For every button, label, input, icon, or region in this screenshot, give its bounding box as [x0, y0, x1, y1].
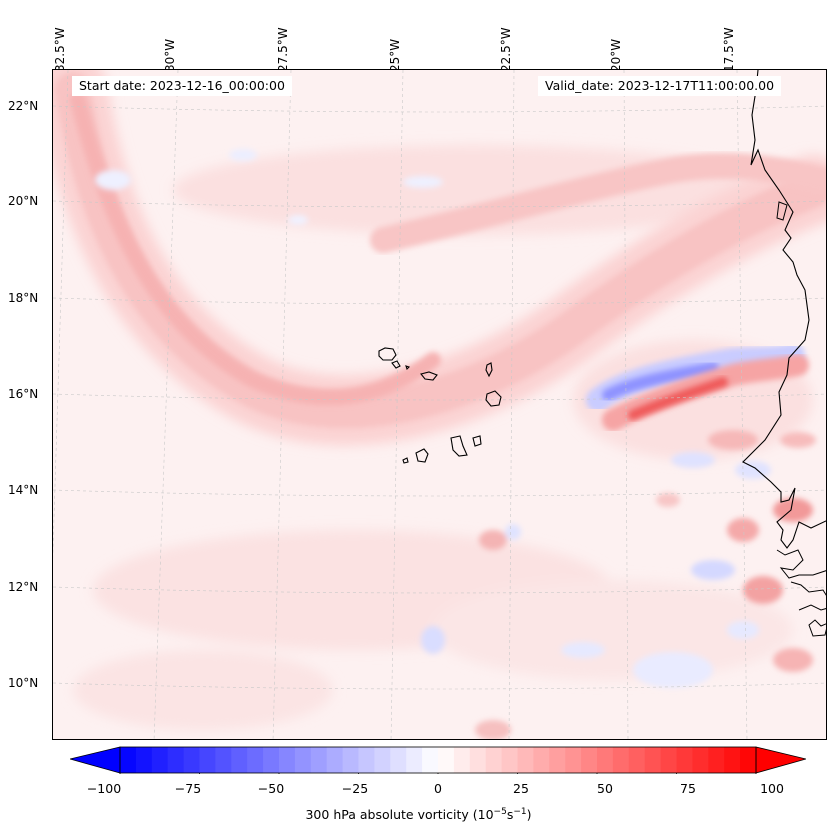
colorbar-cell: [263, 747, 280, 773]
colorbar-label-close: ): [526, 807, 532, 823]
colorbar-cell: [151, 747, 169, 773]
cape-verde-islands: [378, 347, 502, 464]
lat-label-20n: 20°N: [8, 194, 39, 208]
colorbar-tick-label: 25: [513, 781, 529, 796]
colorbar-cell: [692, 747, 709, 773]
colorbar-cell: [549, 747, 566, 773]
lon-label-32-5w: 32.5°W: [53, 27, 67, 72]
colorbar-cell: [326, 747, 344, 773]
colorbar-label-unit: s: [506, 807, 514, 823]
colorbar-cell: [644, 747, 662, 773]
colorbar-cell: [294, 747, 312, 773]
colorbar-cell: [597, 747, 614, 773]
colorbar-cell: [708, 747, 725, 773]
colorbar-cell: [438, 747, 455, 773]
colorbar-cell: [565, 747, 582, 773]
start-date-box: Start date: 2023-12-16_00:00:00: [72, 76, 292, 96]
valid-date-text: Valid_date: 2023-12-17T11:00:00.00: [545, 78, 775, 93]
colorbar-cell: [120, 747, 137, 773]
graticule: [53, 70, 826, 739]
colorbar-cell: [199, 747, 216, 773]
colorbar-label-main: 300 hPa absolute vorticity (10: [305, 807, 494, 823]
coastline-details: [776, 201, 826, 637]
colorbar-tick-label: −25: [341, 781, 369, 796]
colorbar-cell: [453, 747, 471, 773]
lon-label-17-5w: 17.5°W: [722, 27, 736, 72]
colorbar-cell: [215, 747, 232, 773]
small-features: [95, 149, 713, 739]
colorbar-tick-label: 50: [597, 781, 613, 796]
colorbar-cell: [183, 747, 201, 773]
colorbar-label: 300 hPa absolute vorticity (10−5s−1): [0, 807, 837, 822]
map-canvas: [53, 70, 826, 739]
colorbar-cell: [533, 747, 550, 773]
lat-label-22n: 22°N: [8, 99, 39, 113]
colorbar-tick-label: 0: [434, 781, 442, 796]
colorbar-cell: [517, 747, 534, 773]
colorbar-cell: [628, 747, 646, 773]
colorbar-cell: [231, 747, 248, 773]
lon-label-30w: 30°W: [163, 38, 177, 72]
colorbar-label-exp1: −5: [493, 807, 507, 817]
colorbar-tick-marks: [119, 773, 757, 774]
lat-label-18n: 18°N: [8, 291, 39, 305]
colorbar-extend-min: [70, 746, 121, 774]
colorbar-tick-label: −100: [86, 781, 122, 796]
colorbar-cell: [406, 747, 423, 773]
lat-label-14n: 14°N: [8, 483, 39, 497]
colorbar-cell: [342, 747, 360, 773]
lon-label-27-5w: 27.5°W: [276, 27, 290, 72]
colorbar-cell: [310, 747, 328, 773]
lon-label-25w: 25°W: [388, 38, 402, 72]
colorbar-cell: [167, 747, 185, 773]
lat-label-12n: 12°N: [8, 580, 39, 594]
colorbar-cell: [358, 747, 375, 773]
lat-label-10n: 10°N: [8, 676, 39, 690]
colorbar-cell: [485, 747, 503, 773]
colorbar-tick-label: 75: [680, 781, 696, 796]
vorticity-band: [53, 70, 826, 446]
colorbar-cell: [247, 747, 264, 773]
lon-label-20w: 20°W: [609, 38, 623, 72]
colorbar-cell: [740, 747, 757, 773]
colorbar-cell: [501, 747, 519, 773]
colorbar-cell: [422, 747, 439, 773]
colorbar-cell: [724, 747, 741, 773]
colorbar-cell: [374, 747, 391, 773]
colorbar-cell: [612, 747, 630, 773]
colorbar-label-exp2: −1: [513, 807, 527, 817]
vorticity-couplet: [586, 343, 809, 431]
colorbar-cell: [660, 747, 678, 773]
colorbar-cell: [469, 747, 487, 773]
lon-label-22-5w: 22.5°W: [499, 27, 513, 72]
colorbar-cell: [581, 747, 598, 773]
colorbar-cell: [676, 747, 693, 773]
colorbar-tick-label: −75: [174, 781, 202, 796]
colorbar-cells: [120, 747, 757, 773]
colorbar-tick-label: −50: [257, 781, 285, 796]
colorbar-cell: [135, 747, 153, 773]
african-coastline: [742, 70, 826, 549]
valid-date-box: Valid_date: 2023-12-17T11:00:00.00: [538, 76, 782, 96]
colorbar-extend-max: [755, 746, 806, 774]
start-date-text: Start date: 2023-12-16_00:00:00: [79, 78, 285, 93]
lat-label-16n: 16°N: [8, 387, 39, 401]
colorbar: [70, 746, 806, 774]
colorbar-tick-label: 100: [760, 781, 784, 796]
colorbar-cell: [279, 747, 296, 773]
vorticity-map[interactable]: [52, 69, 827, 740]
colorbar-cell: [390, 747, 407, 773]
